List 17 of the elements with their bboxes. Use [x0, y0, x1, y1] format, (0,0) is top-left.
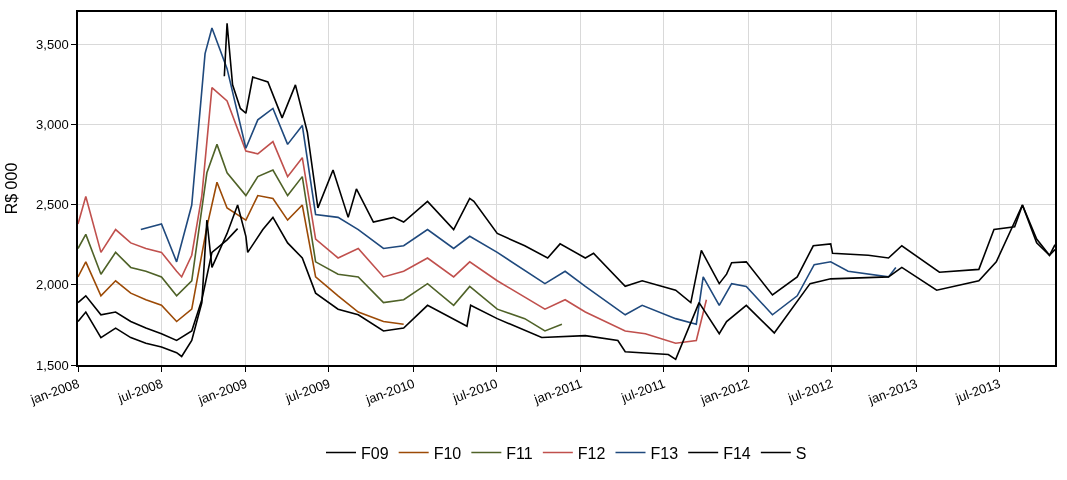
line-series	[78, 143, 563, 332]
legend-label: S	[795, 444, 807, 462]
legend-label: F13	[650, 444, 679, 462]
legend-label: F11	[506, 444, 533, 462]
y-tick-label: 2,500	[36, 197, 69, 213]
line-series	[78, 181, 405, 326]
legend-label: F10	[433, 444, 462, 462]
y-tick-label: 1,500	[36, 357, 69, 373]
legend-label: F12	[577, 444, 606, 462]
legend-label: F09	[361, 444, 389, 462]
y-tick-label: 2,000	[36, 277, 69, 293]
y-tick-label: 3,500	[36, 36, 69, 52]
line-series	[78, 86, 708, 344]
legend-label: F14	[723, 444, 751, 462]
y-tick-label: 3,000	[36, 116, 69, 132]
y-axis-title: R$ 000	[2, 162, 20, 215]
line-series	[140, 27, 897, 326]
